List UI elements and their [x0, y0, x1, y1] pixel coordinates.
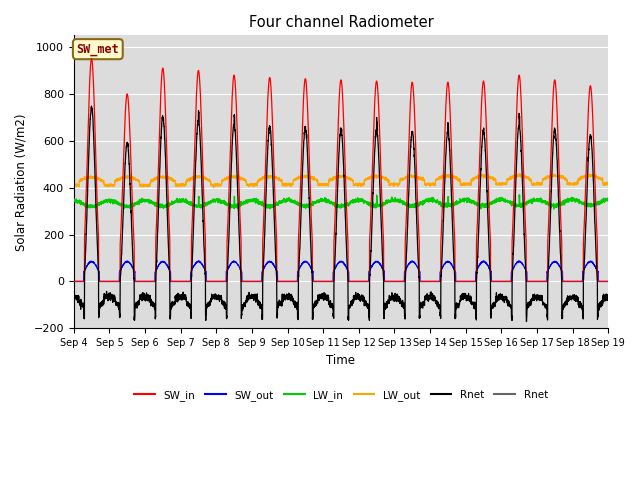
Y-axis label: Solar Radiation (W/m2): Solar Radiation (W/m2)	[15, 113, 28, 251]
Legend: SW_in, SW_out, LW_in, LW_out, Rnet, Rnet: SW_in, SW_out, LW_in, LW_out, Rnet, Rnet	[130, 386, 552, 405]
Title: Four channel Radiometer: Four channel Radiometer	[248, 15, 433, 30]
X-axis label: Time: Time	[326, 354, 355, 367]
Text: SW_met: SW_met	[76, 43, 119, 56]
